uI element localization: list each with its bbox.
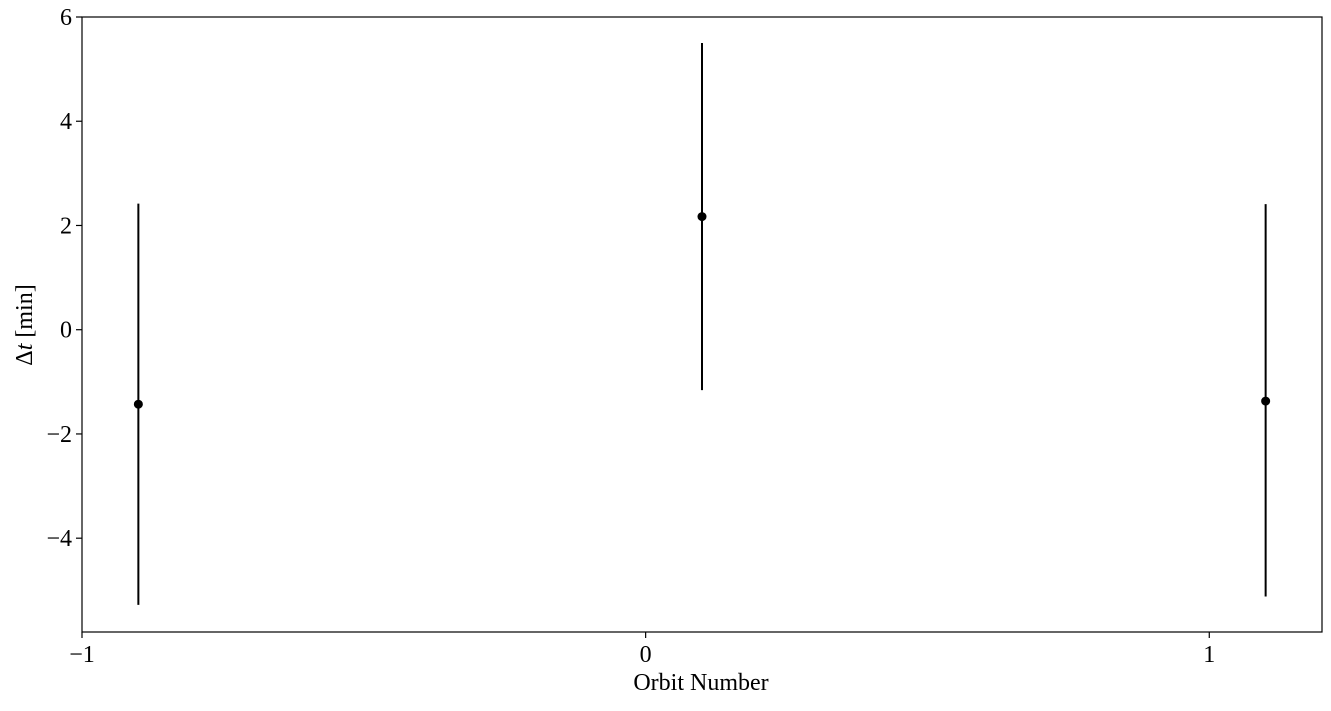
plot-frame bbox=[81, 16, 1323, 633]
y-axis-label-variable: t bbox=[12, 342, 38, 350]
y-tick-label: −2 bbox=[46, 422, 72, 448]
data-point bbox=[133, 399, 143, 409]
data-point bbox=[697, 212, 707, 222]
y-tick-label: 0 bbox=[60, 318, 72, 344]
y-tick-label: −4 bbox=[46, 526, 72, 552]
axes: −1 0 1 −4 −2 0 2 4 6 bbox=[46, 5, 1323, 668]
y-tick-label: 6 bbox=[60, 5, 72, 31]
x-tick-label: 0 bbox=[640, 642, 652, 668]
data-point bbox=[1261, 396, 1271, 406]
x-tick-label: −1 bbox=[69, 642, 95, 668]
x-tick-label: 1 bbox=[1203, 642, 1215, 668]
y-axis-label-unit: [min] bbox=[12, 284, 38, 343]
y-tick-label: 4 bbox=[60, 109, 72, 135]
x-axis-label: Orbit Number bbox=[633, 670, 768, 696]
y-tick-label: 2 bbox=[60, 213, 72, 239]
y-axis-label: Δt [min] bbox=[12, 284, 38, 365]
plot-area bbox=[133, 43, 1271, 605]
y-axis-label-symbol: Δ bbox=[12, 350, 38, 365]
